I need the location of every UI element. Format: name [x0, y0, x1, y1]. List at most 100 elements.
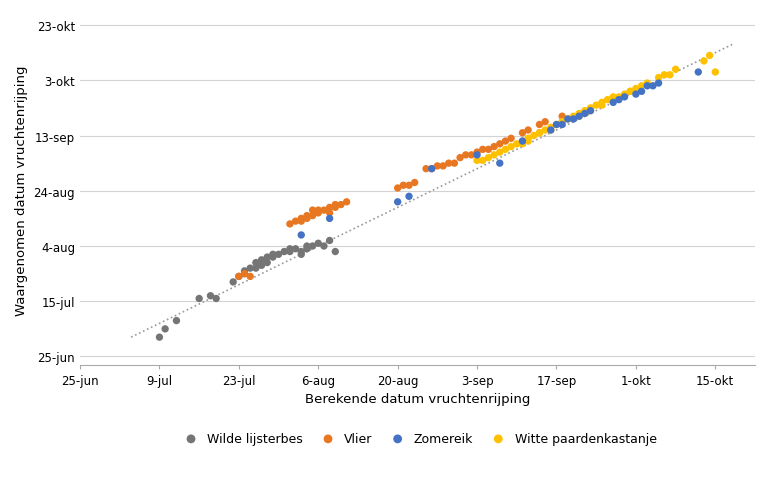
Vlier [494, 140, 506, 148]
Vlier [505, 135, 517, 143]
Zomereik [391, 198, 403, 206]
Witte paardenkastanje [522, 138, 534, 146]
Zomereik [517, 138, 529, 146]
Vlier [306, 212, 319, 220]
Witte paardenkastanje [534, 129, 546, 137]
Zomereik [613, 96, 625, 104]
Vlier [534, 121, 546, 129]
Wilde lijsterbes [193, 295, 206, 303]
Vlier [556, 113, 568, 121]
Wilde lijsterbes [239, 270, 251, 278]
Witte paardenkastanje [664, 72, 676, 80]
Vlier [482, 146, 494, 154]
Vlier [437, 162, 449, 170]
Witte paardenkastanje [517, 138, 529, 146]
Vlier [335, 201, 347, 209]
Vlier [391, 185, 403, 193]
Zomereik [607, 99, 619, 107]
Vlier [290, 218, 302, 226]
Witte paardenkastanje [658, 72, 671, 80]
Wilde lijsterbes [266, 251, 279, 259]
Witte paardenkastanje [618, 91, 631, 99]
Vlier [306, 207, 319, 215]
Witte paardenkastanje [573, 110, 585, 118]
Witte paardenkastanje [488, 151, 500, 159]
Wilde lijsterbes [312, 240, 324, 248]
Vlier [323, 209, 336, 217]
Zomereik [556, 121, 568, 129]
Vlier [443, 160, 455, 168]
Witte paardenkastanje [607, 94, 619, 102]
Wilde lijsterbes [273, 251, 285, 259]
Witte paardenkastanje [539, 127, 551, 135]
Wilde lijsterbes [204, 292, 216, 300]
Witte paardenkastanje [584, 105, 597, 113]
Vlier [295, 215, 307, 223]
Witte paardenkastanje [709, 69, 721, 77]
Wilde lijsterbes [283, 245, 296, 254]
Witte paardenkastanje [579, 110, 591, 118]
Vlier [426, 165, 438, 173]
Zomereik [584, 107, 597, 115]
Witte paardenkastanje [517, 140, 529, 148]
Wilde lijsterbes [249, 259, 262, 267]
Vlier [471, 149, 484, 157]
Vlier [403, 182, 415, 190]
Wilde lijsterbes [295, 248, 307, 256]
Witte paardenkastanje [527, 132, 540, 140]
Vlier [329, 204, 341, 212]
Zomereik [647, 83, 659, 91]
Zomereik [323, 215, 336, 223]
Vlier [244, 273, 256, 281]
Vlier [233, 273, 245, 281]
Vlier [323, 204, 336, 212]
Zomereik [551, 121, 563, 129]
Witte paardenkastanje [641, 80, 654, 88]
Wilde lijsterbes [261, 254, 273, 262]
Witte paardenkastanje [596, 102, 608, 110]
Witte paardenkastanje [471, 157, 484, 165]
Vlier [239, 270, 251, 278]
Witte paardenkastanje [624, 88, 636, 96]
Vlier [312, 207, 324, 215]
Vlier [420, 165, 432, 173]
Witte paardenkastanje [652, 74, 665, 82]
Witte paardenkastanje [534, 129, 546, 137]
Witte paardenkastanje [567, 113, 580, 121]
Witte paardenkastanje [584, 107, 597, 115]
Witte paardenkastanje [482, 154, 494, 162]
Vlier [329, 201, 341, 209]
Vlier [301, 215, 313, 223]
Wilde lijsterbes [244, 265, 256, 273]
Zomereik [635, 88, 648, 96]
Witte paardenkastanje [601, 96, 614, 104]
Zomereik [426, 165, 438, 173]
Wilde lijsterbes [290, 245, 302, 254]
Wilde lijsterbes [153, 334, 166, 342]
Vlier [488, 143, 500, 151]
Witte paardenkastanje [551, 121, 563, 129]
Zomereik [561, 116, 574, 124]
Zomereik [630, 91, 642, 99]
Zomereik [494, 160, 506, 168]
Witte paardenkastanje [573, 113, 585, 121]
Wilde lijsterbes [210, 295, 223, 303]
Vlier [318, 207, 330, 215]
Witte paardenkastanje [635, 83, 648, 91]
Zomereik [641, 83, 654, 91]
Witte paardenkastanje [494, 149, 506, 157]
Vlier [460, 151, 472, 159]
Witte paardenkastanje [477, 157, 489, 165]
Wilde lijsterbes [283, 248, 296, 256]
Witte paardenkastanje [511, 140, 523, 148]
Wilde lijsterbes [278, 248, 290, 256]
Zomereik [471, 151, 484, 159]
Witte paardenkastanje [613, 94, 625, 102]
Wilde lijsterbes [256, 257, 268, 265]
Witte paardenkastanje [624, 88, 636, 96]
Legend: Wilde lijsterbes, Vlier, Zomereik, Witte paardenkastanje: Wilde lijsterbes, Vlier, Zomereik, Witte… [173, 427, 661, 450]
Vlier [312, 209, 324, 217]
Vlier [448, 160, 460, 168]
Witte paardenkastanje [556, 118, 568, 126]
Vlier [340, 198, 353, 206]
